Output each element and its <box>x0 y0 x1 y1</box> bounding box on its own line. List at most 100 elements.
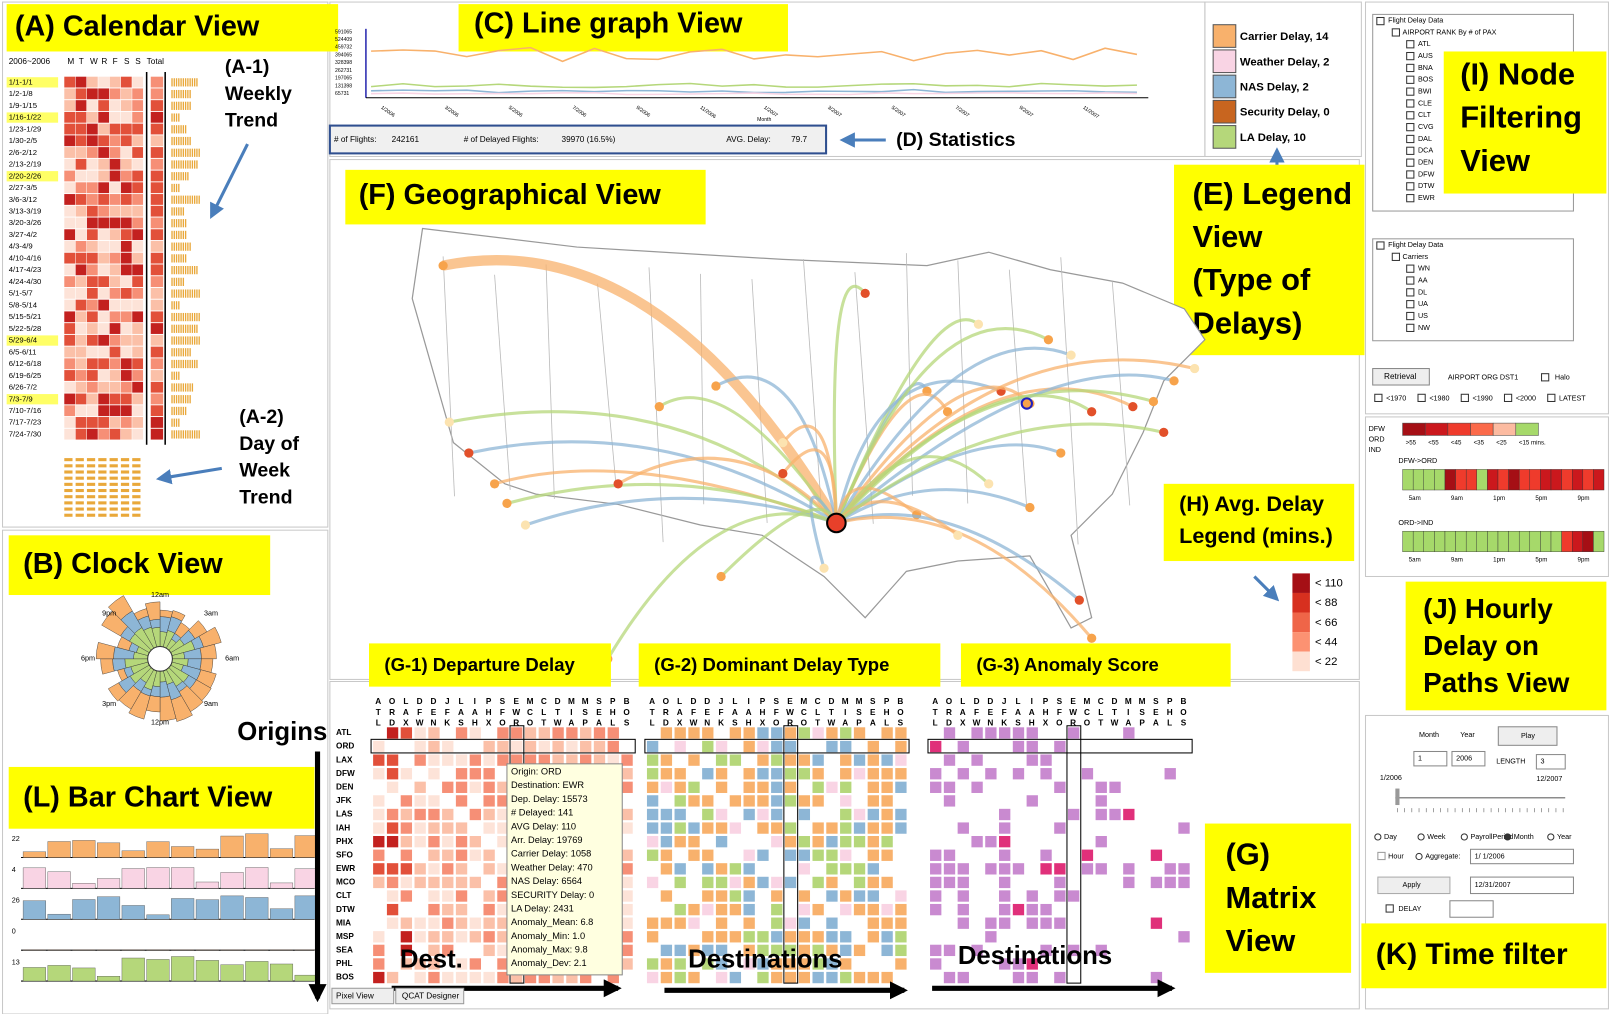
trend-bar <box>175 348 178 357</box>
matrix-cell <box>771 836 783 848</box>
airport-node[interactable] <box>1056 448 1066 458</box>
matrix-cell <box>455 754 468 766</box>
airport-node[interactable] <box>973 319 984 329</box>
radio[interactable] <box>1547 833 1555 841</box>
radio[interactable] <box>1415 852 1423 861</box>
button-label[interactable]: Retrieval <box>1384 372 1417 381</box>
calendar-cell <box>109 264 121 276</box>
matrix-cell <box>566 754 578 766</box>
airport-node[interactable] <box>444 417 454 427</box>
matrix-cell <box>469 781 482 793</box>
airport-node[interactable] <box>520 520 531 530</box>
airport-node[interactable] <box>1169 376 1179 386</box>
trend-bar <box>182 277 185 286</box>
matrix-cell <box>497 795 509 807</box>
dow-bar <box>132 476 141 480</box>
airport-node[interactable] <box>860 288 870 299</box>
airport-node[interactable] <box>654 401 664 412</box>
button-label[interactable]: Play <box>1521 731 1535 740</box>
calendar-cell <box>132 170 144 182</box>
calendar-cell <box>75 123 87 135</box>
label-box <box>1405 581 1607 711</box>
airport-node[interactable] <box>438 260 448 271</box>
matrix-cell <box>621 849 633 861</box>
airport-node[interactable] <box>716 571 726 582</box>
airport-node[interactable] <box>1148 396 1159 407</box>
airport-node[interactable] <box>984 479 994 489</box>
option-label: <2000 <box>1516 393 1536 402</box>
radio[interactable] <box>1460 833 1468 841</box>
airport-node[interactable] <box>1066 350 1076 360</box>
trend-bar <box>182 148 185 157</box>
trend-bar <box>171 312 173 322</box>
matrix-cell <box>798 903 811 916</box>
matrix-cell <box>999 917 1011 929</box>
radio[interactable] <box>1417 833 1425 841</box>
airport-node[interactable] <box>1020 397 1033 410</box>
dow-bar <box>132 458 141 462</box>
matrix-cell <box>442 808 454 821</box>
matrix-cell <box>985 768 997 780</box>
radio[interactable] <box>1374 833 1382 841</box>
trend-bar <box>180 254 182 263</box>
airport-node[interactable] <box>464 448 474 458</box>
trend-bar <box>182 266 185 275</box>
airport-node[interactable] <box>502 498 512 509</box>
airport-node[interactable] <box>1087 633 1097 643</box>
airport-node[interactable] <box>489 479 500 489</box>
airport-node[interactable] <box>1159 427 1169 437</box>
airport-node[interactable] <box>819 563 829 573</box>
matrix-cell <box>566 971 578 984</box>
matrix-cell <box>386 754 399 766</box>
dow-bar <box>109 495 118 499</box>
tab-label[interactable]: Pixel View <box>336 992 374 1001</box>
calendar-cell <box>86 299 98 311</box>
airport-node[interactable] <box>1128 401 1138 412</box>
trend-bar <box>187 324 189 333</box>
matrix-cell <box>895 768 907 780</box>
calendar-cell <box>98 182 110 194</box>
calendar-cell <box>120 405 132 417</box>
hub-node[interactable] <box>826 512 847 534</box>
matrix-cell <box>497 754 509 766</box>
matrix-cell <box>943 849 956 861</box>
trend-bar <box>196 312 198 322</box>
scale-label: >55 <box>1406 439 1417 446</box>
calendar-cell <box>109 217 121 229</box>
matrix-cell <box>881 727 893 739</box>
matrix-cell <box>428 903 440 916</box>
checkbox <box>1406 111 1415 120</box>
airport-node[interactable] <box>1043 335 1054 345</box>
trend-bar <box>171 219 173 228</box>
trend-bar <box>184 312 187 322</box>
airport-node[interactable] <box>778 468 788 479</box>
total-cell <box>150 88 164 100</box>
week-label: 3/20-3/26 <box>9 218 42 227</box>
airport-node[interactable] <box>778 438 788 448</box>
tab-label[interactable]: QCAT Designer <box>402 992 460 1001</box>
matrix-cell <box>1026 740 1038 753</box>
trend-bar <box>178 78 180 87</box>
tooltip-line: Anomaly_Max: 9.8 <box>511 945 588 955</box>
matrix-cell <box>414 808 426 821</box>
airport-node[interactable] <box>1025 502 1035 513</box>
calendar-cell <box>98 147 110 158</box>
airport-node[interactable] <box>953 530 963 540</box>
airport-node[interactable] <box>613 479 623 489</box>
calendar-cell <box>98 229 110 241</box>
radio[interactable] <box>1503 833 1512 841</box>
button-label[interactable]: Apply <box>1403 880 1421 889</box>
calendar-cell <box>98 111 110 123</box>
dow-bar <box>120 495 130 499</box>
airport-node[interactable] <box>1189 363 1200 374</box>
airport-node[interactable] <box>1087 407 1097 417</box>
calendar-cell <box>86 287 98 299</box>
airport-node[interactable] <box>711 381 721 391</box>
matrix-cell <box>455 727 468 739</box>
airport-node[interactable] <box>1074 595 1084 605</box>
trend-bar <box>198 336 200 345</box>
matrix-cell <box>853 890 866 902</box>
trend-bar <box>178 430 180 439</box>
